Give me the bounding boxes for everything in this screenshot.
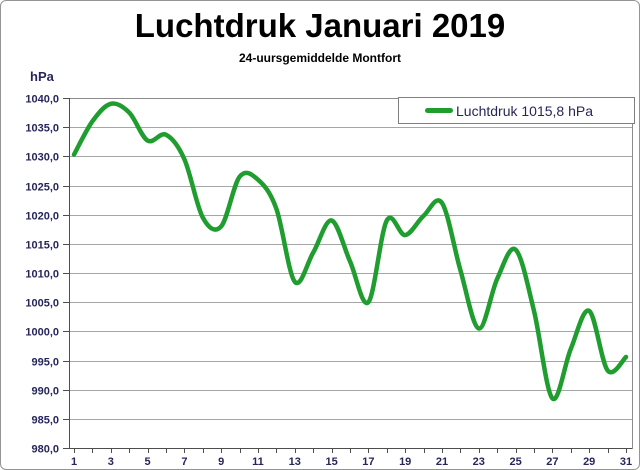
x-axis-label: 7 [181, 456, 187, 468]
x-axis-label: 27 [546, 456, 558, 468]
y-axis-label: 1025,0 [25, 182, 59, 194]
x-axis-label: 9 [218, 456, 224, 468]
x-axis-label: 25 [509, 456, 521, 468]
x-axis-label: 3 [108, 456, 114, 468]
y-axis-label: 1030,0 [25, 152, 59, 164]
x-axis-label: 15 [325, 456, 337, 468]
x-axis-label: 29 [583, 456, 595, 468]
y-axis-unit-label: hPa [30, 69, 54, 84]
pressure-curve [71, 101, 629, 402]
y-axis-label: 985,0 [31, 415, 59, 427]
y-axis-label: 1020,0 [25, 211, 59, 223]
y-axis-label: 1010,0 [25, 269, 59, 281]
x-axis-label: 11 [252, 456, 264, 468]
y-axis-label: 1000,0 [25, 327, 59, 339]
legend: Luchtdruk 1015,8 hPa [398, 97, 635, 124]
x-axis-label: 5 [145, 456, 151, 468]
y-axis-label: 980,0 [31, 444, 59, 456]
x-axis-label: 21 [436, 456, 448, 468]
x-axis-label: 1 [71, 456, 77, 468]
legend-line-marker [425, 108, 453, 113]
x-axis-label: 19 [399, 456, 411, 468]
y-axis-label: 1040,0 [25, 94, 59, 106]
y-axis-label: 995,0 [31, 357, 59, 369]
x-axis-label: 13 [289, 456, 301, 468]
x-axis-label: 17 [362, 456, 374, 468]
y-axis-label: 1035,0 [25, 123, 59, 135]
x-axis-label: 23 [473, 456, 485, 468]
y-axis-label: 1015,0 [25, 240, 59, 252]
x-axis-label: 31 [620, 456, 632, 468]
y-axis-label: 1005,0 [25, 298, 59, 310]
legend-label: Luchtdruk 1015,8 hPa [456, 102, 593, 119]
y-axis-label: 990,0 [31, 386, 59, 398]
chart-subtitle: 24-uursgemiddelde Montfort [238, 51, 401, 65]
chart-title: Luchtdruk Januari 2019 [134, 7, 506, 44]
